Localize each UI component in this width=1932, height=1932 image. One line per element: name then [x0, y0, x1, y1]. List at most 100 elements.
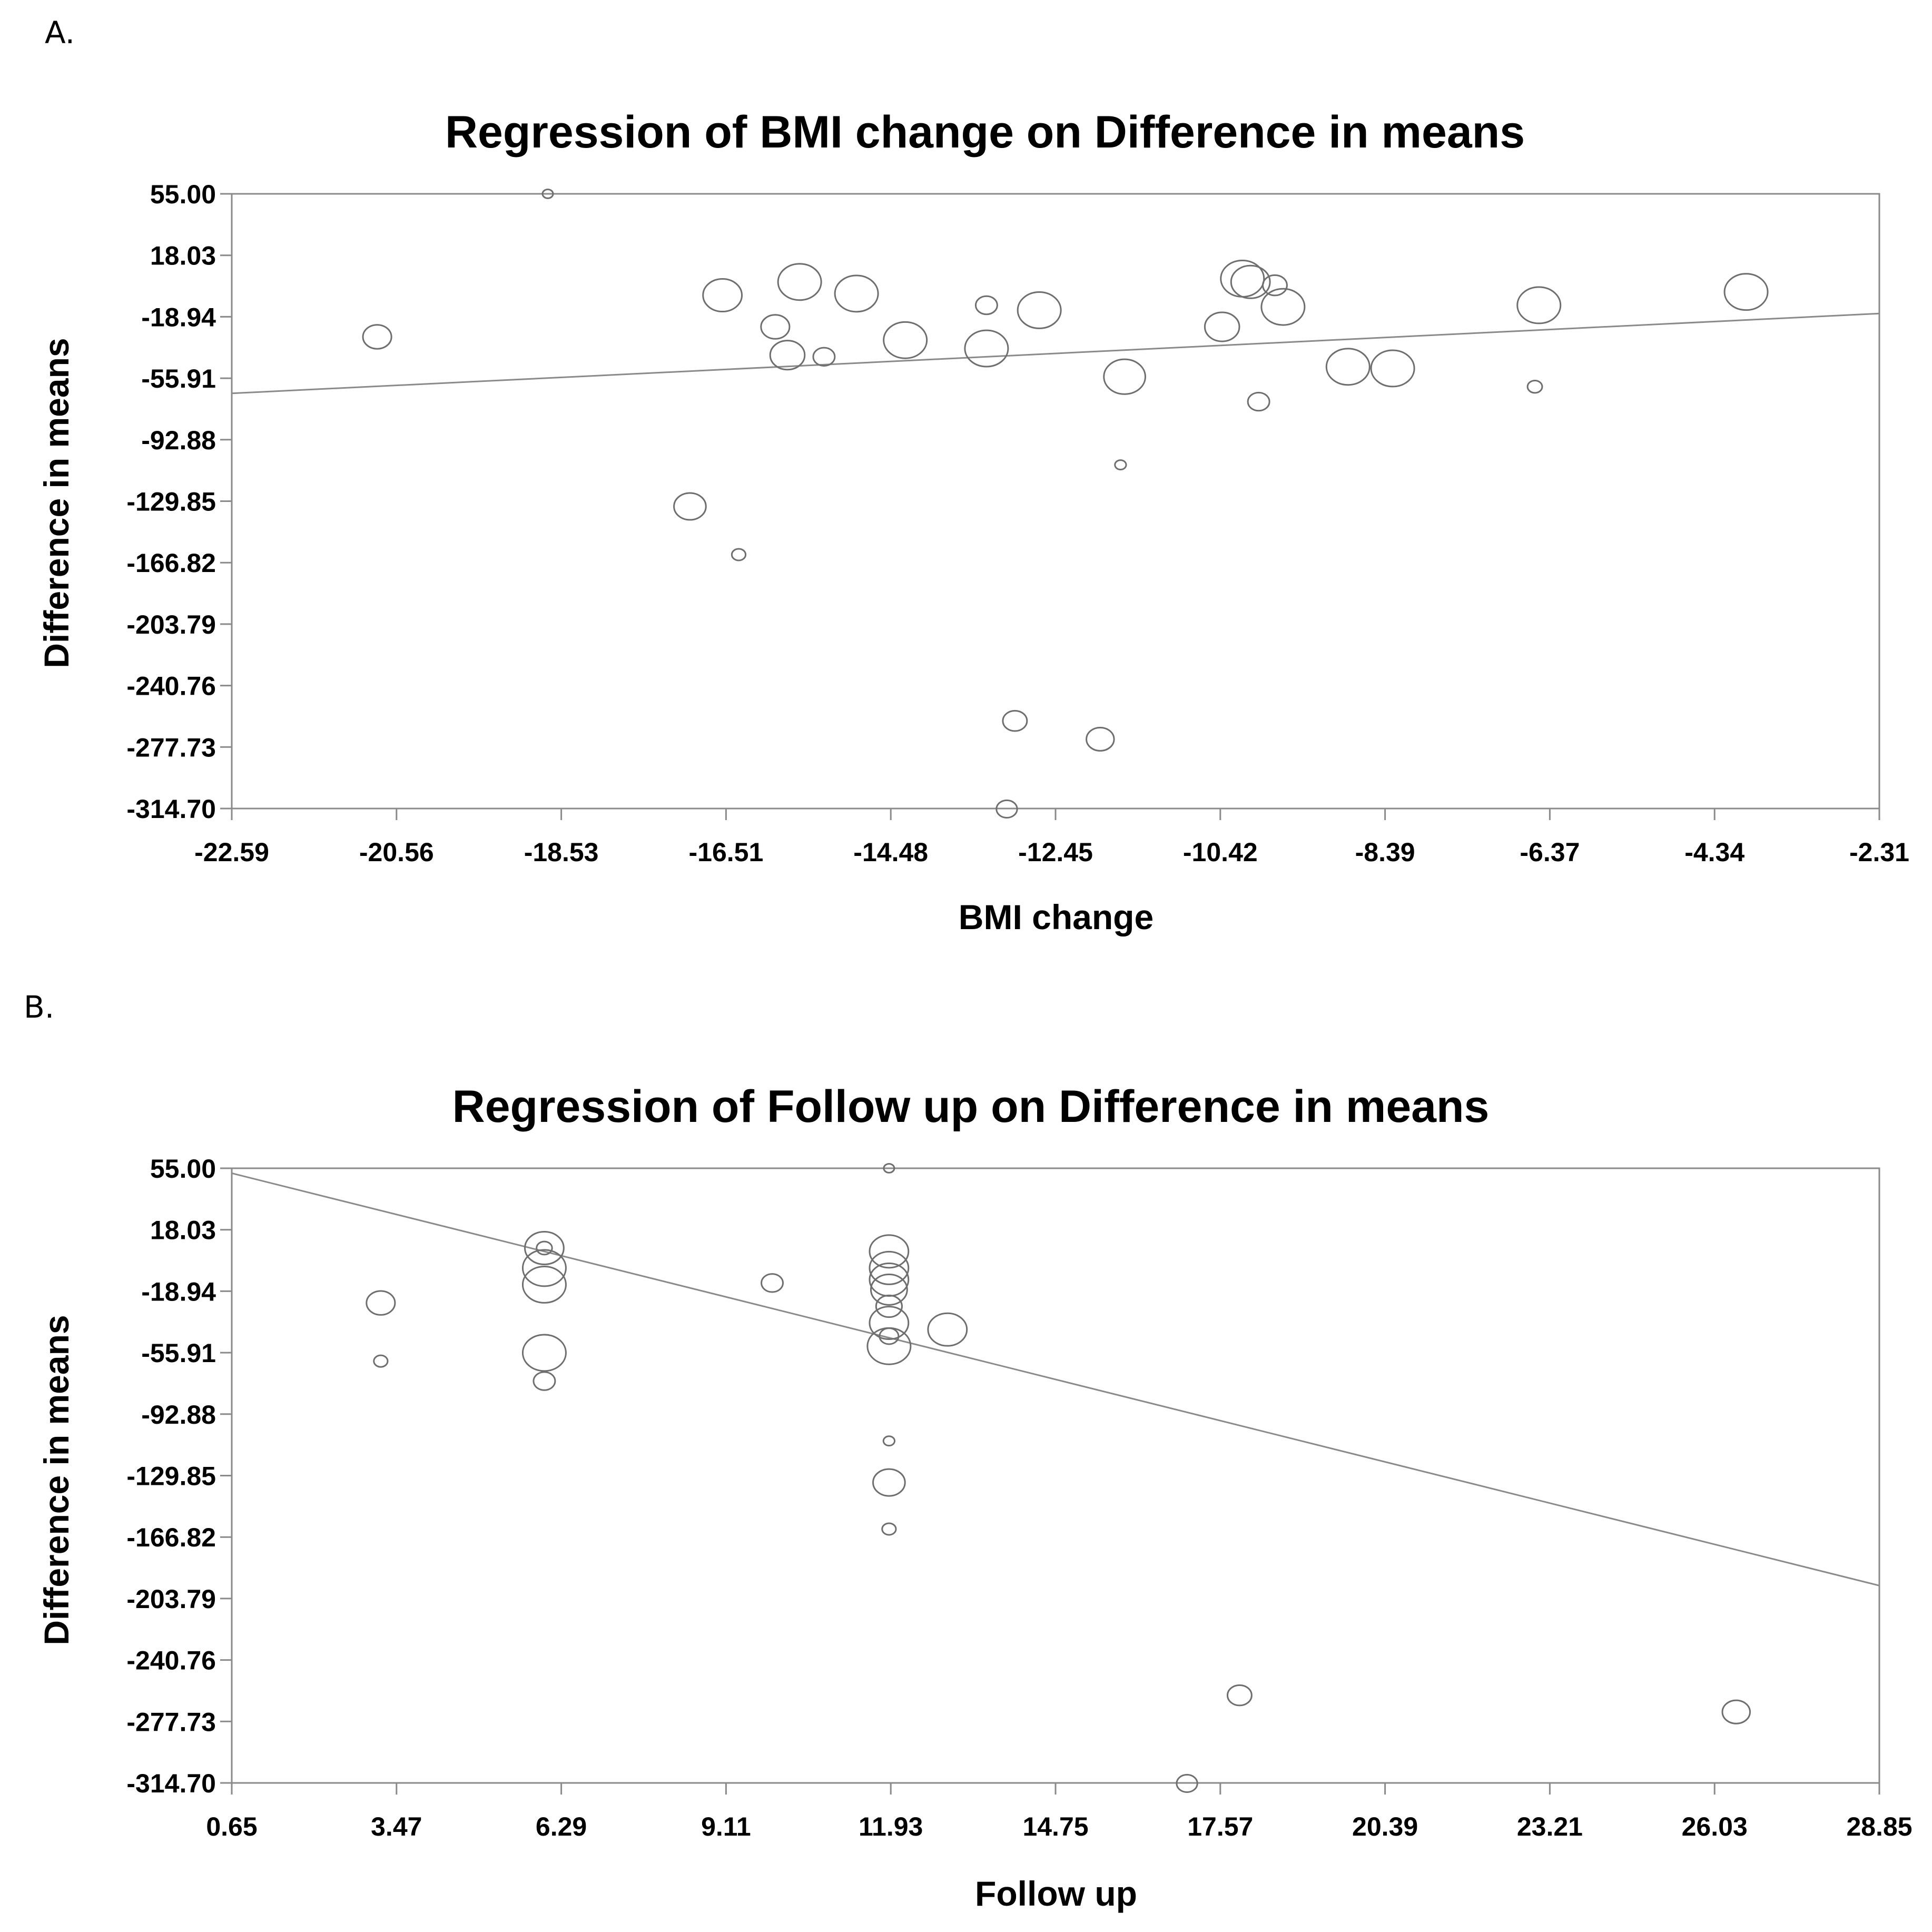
chart-a-bubble	[1086, 726, 1115, 752]
chart-b-x-tick-label: 0.65	[206, 1812, 257, 1841]
chart-b-bubble	[521, 1266, 567, 1304]
chart-b-bubble	[1226, 1684, 1253, 1707]
chart-a-regression	[231, 312, 1880, 395]
chart-b-bubble	[869, 1234, 910, 1269]
chart-b-y-tick-label: -55.91	[141, 1338, 216, 1368]
chart-a-x-ticks: -22.59 -20.56 -18.53 -16.51 -14.48 -12.45 -10.…	[194, 809, 1909, 867]
chart-a-bubble	[964, 329, 1009, 368]
chart-a-y-tick-label: 18.03	[150, 241, 216, 271]
chart-b-bubble	[536, 1240, 553, 1256]
chart-b-x-tick-label: 28.85	[1846, 1812, 1912, 1841]
chart-a-x-tick-label: -6.37	[1520, 837, 1580, 867]
chart-b-y-tick-label: -240.76	[126, 1646, 216, 1675]
panel-label-a: A.	[45, 15, 75, 51]
chart-a-bubble	[731, 548, 747, 561]
chart-a-bubbles	[362, 189, 1769, 819]
chart-a-y-tick-label: -166.82	[126, 548, 216, 578]
chart-a-y-tick-label: -18.94	[141, 302, 216, 332]
chart-b-y-tick-label: -277.73	[126, 1707, 216, 1737]
chart-a-bubble	[995, 799, 1018, 819]
chart-b: B. Regression of Follow up on Difference…	[24, 989, 1913, 1913]
chart-b-bubble	[521, 1249, 567, 1287]
chart-a-bubble	[673, 492, 707, 521]
chart-b-y-tick-label: -203.79	[126, 1584, 216, 1614]
chart-b-y-tick-label: -92.88	[141, 1400, 216, 1430]
chart-a-x-axis-label: BMI change	[959, 898, 1154, 937]
chart-b-bubble	[866, 1327, 912, 1365]
chart-a-bubble	[1017, 291, 1062, 329]
chart-b-y-tick-label: -314.70	[126, 1769, 216, 1798]
chart-a-y-tick-label: -203.79	[126, 610, 216, 639]
chart-a-bubble	[1204, 311, 1240, 342]
chart-b-x-tick-label: 14.75	[1022, 1812, 1088, 1841]
chart-a-bubble	[883, 321, 928, 359]
chart-b-title: Regression of Follow up on Difference in…	[452, 1081, 1490, 1132]
chart-a-bubble	[1261, 274, 1288, 297]
chart-b-bubbles	[366, 1163, 1751, 1793]
chart-a-bubble	[1260, 288, 1306, 326]
chart-a-y-tick-label: 55.00	[150, 180, 216, 209]
chart-a-x-tick-label: -2.31	[1849, 837, 1909, 867]
chart-b-x-tick-label: 9.11	[701, 1812, 751, 1841]
chart-b-x-tick-label: 20.39	[1352, 1812, 1418, 1841]
chart-a-x-tick-label: -16.51	[689, 837, 764, 867]
chart-a-title: Regression of BMI change on Difference i…	[445, 107, 1525, 157]
chart-b-bubble	[869, 1306, 910, 1340]
chart-b-x-axis-label: Follow up	[975, 1874, 1137, 1913]
chart-b-x-tick-label: 23.21	[1517, 1812, 1583, 1841]
chart-a-bubble	[1103, 358, 1146, 395]
chart-b-x-tick-label: 3.47	[371, 1812, 422, 1841]
chart-b-x-tick-label: 26.03	[1682, 1812, 1748, 1841]
chart-a-x-tick-label: -4.34	[1684, 837, 1744, 867]
chart-a-y-tick-label: -314.70	[126, 794, 216, 824]
chart-a-bubble	[1002, 709, 1028, 732]
chart-a-bubble	[812, 347, 836, 367]
chart-b-bubble	[761, 1273, 784, 1293]
chart-a-bubble	[541, 189, 554, 199]
chart-b-x-tick-label: 17.57	[1187, 1812, 1253, 1841]
chart-b-bubble	[533, 1371, 556, 1391]
chart-a-bubble	[362, 324, 392, 350]
chart-a-bubble	[702, 278, 743, 313]
chart-a-bubble	[1370, 349, 1415, 388]
chart-b-bubble	[870, 1274, 908, 1306]
chart-a-bubble	[1723, 273, 1769, 311]
chart-a-y-tick-label: -240.76	[126, 672, 216, 701]
chart-a-bubble	[769, 340, 806, 371]
chart-a-x-tick-label: -20.56	[359, 837, 434, 867]
chart-a-bubble	[1114, 459, 1127, 470]
chart-a-plot-frame	[231, 193, 1880, 810]
chart-b-y-axis-label: Difference in means	[37, 1315, 76, 1645]
chart-a-y-tick-label: -92.88	[141, 426, 216, 455]
chart-b-y-tick-label: -18.94	[141, 1277, 216, 1306]
chart-a-x-tick-label: -18.53	[524, 837, 599, 867]
chart-b-y-ticks: 55.00 18.03 -18.94 -55.91 -92.88 -129.85 -166.…	[126, 1154, 232, 1798]
chart-b-y-tick-label: -129.85	[126, 1462, 216, 1491]
chart-a-regression-line	[231, 312, 1880, 395]
chart-a-bubble	[777, 263, 822, 301]
chart-b-bubble	[366, 1290, 396, 1316]
chart-a-x-tick-label: -14.48	[853, 837, 928, 867]
chart-b-bubble	[872, 1468, 906, 1497]
chart-b-bubble	[524, 1231, 565, 1266]
chart-a-bubble	[974, 295, 998, 316]
chart-a-bubble	[834, 274, 879, 313]
chart-a-y-axis-label: Difference in means	[37, 338, 76, 668]
chart-a-bubble	[760, 314, 791, 340]
chart-a-bubble	[1325, 348, 1371, 386]
chart-a-y-tick-label: -55.91	[141, 364, 216, 393]
chart-b-bubble	[1721, 1699, 1751, 1724]
chart-b-x-ticks: 0.65 3.47 6.29 9.11 11.93 14.75 17.57 20.39 23.2…	[206, 1783, 1913, 1841]
chart-a-y-tick-label: -277.73	[126, 733, 216, 762]
chart-b-bubble	[927, 1312, 968, 1347]
chart-b-bubble	[1176, 1773, 1198, 1793]
chart-b-bubble	[881, 1522, 897, 1536]
chart-b-x-tick-label: 11.93	[859, 1812, 923, 1841]
chart-b-y-tick-label: 55.00	[150, 1154, 216, 1184]
chart-b-y-tick-label: 18.03	[150, 1216, 216, 1245]
chart-b-y-tick-label: -166.82	[126, 1523, 216, 1552]
chart-a-x-tick-label: -22.59	[194, 837, 269, 867]
panel-label-b: B.	[24, 989, 54, 1025]
chart-a-x-tick-label: -10.42	[1183, 837, 1258, 867]
